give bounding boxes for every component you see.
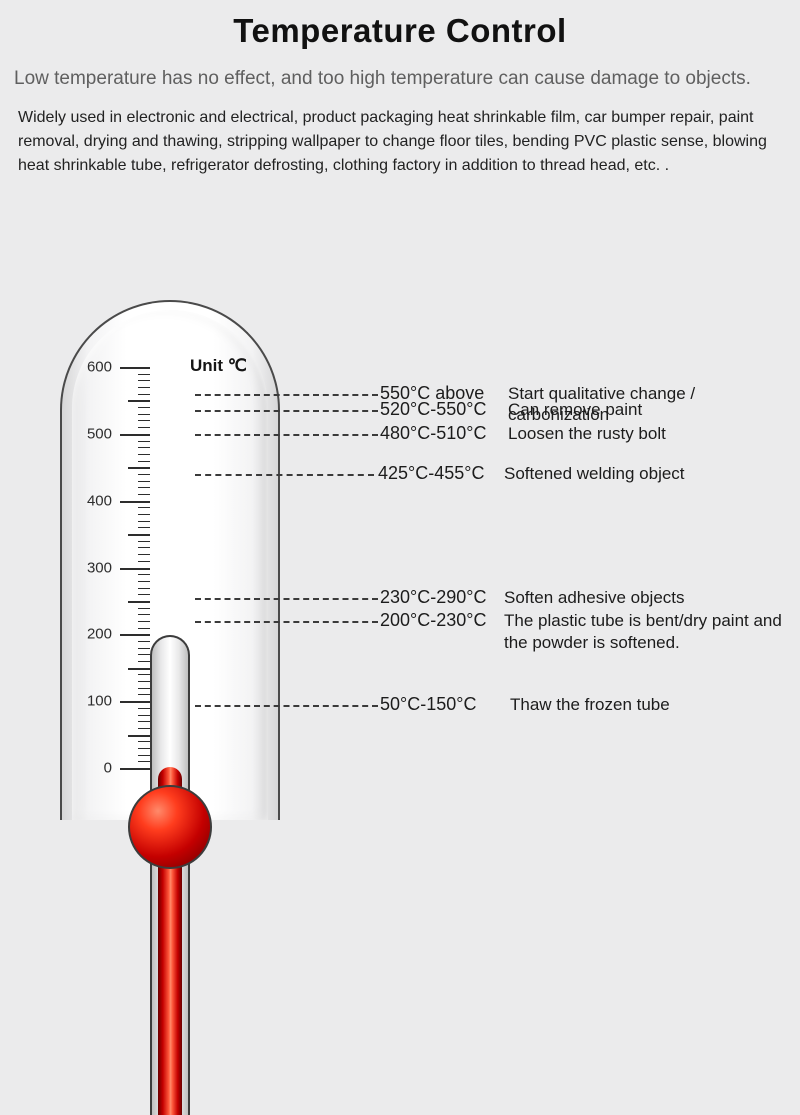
annotation-range: 230°C-290°C bbox=[380, 587, 486, 608]
scale-tick bbox=[138, 414, 150, 415]
scale-tick bbox=[138, 654, 150, 655]
scale-tick bbox=[138, 541, 150, 542]
scale-tick bbox=[138, 748, 150, 749]
scale-tick bbox=[138, 574, 150, 575]
scale-tick bbox=[138, 628, 150, 629]
scale-tick bbox=[138, 594, 150, 595]
temperature-figure: 0100200300400500600 Unit ℃ 550°C aboveSt… bbox=[0, 300, 800, 800]
scale-tick bbox=[138, 661, 150, 662]
scale-tick bbox=[120, 701, 150, 703]
scale-tick bbox=[128, 735, 150, 737]
scale-tick bbox=[120, 367, 150, 369]
annotation-description: The plastic tube is bent/dry paint and t… bbox=[504, 610, 794, 654]
annotation-leader bbox=[195, 410, 378, 412]
scale-tick bbox=[138, 648, 150, 649]
scale-tick bbox=[138, 394, 150, 395]
annotation-leader bbox=[195, 621, 378, 623]
annotation-description: Soften adhesive objects bbox=[504, 587, 685, 609]
scale-number: 100 bbox=[87, 693, 112, 710]
annotation-leader bbox=[195, 474, 374, 476]
scale-tick bbox=[138, 621, 150, 622]
scale-tick bbox=[128, 601, 150, 603]
page-subtitle: Low temperature has no effect, and too h… bbox=[0, 50, 800, 92]
scale-tick bbox=[138, 487, 150, 488]
scale-tick bbox=[138, 588, 150, 589]
scale-tick bbox=[138, 561, 150, 562]
scale-tick bbox=[138, 688, 150, 689]
scale-tick bbox=[138, 721, 150, 722]
scale-tick bbox=[138, 507, 150, 508]
scale-tick bbox=[138, 755, 150, 756]
scale-tick bbox=[138, 454, 150, 455]
scale-tick bbox=[138, 387, 150, 388]
scale-number: 300 bbox=[87, 559, 112, 576]
scale-tick bbox=[138, 521, 150, 522]
scale-tick bbox=[138, 481, 150, 482]
scale-tick bbox=[138, 474, 150, 475]
scale-tick bbox=[120, 768, 150, 770]
scale-tick bbox=[138, 581, 150, 582]
scale-tick bbox=[120, 434, 150, 436]
scale-tick bbox=[138, 761, 150, 762]
scale-number: 200 bbox=[87, 626, 112, 643]
scale-tick bbox=[128, 400, 150, 402]
annotation-range: 425°C-455°C bbox=[378, 463, 484, 484]
annotation-leader bbox=[195, 434, 378, 436]
scale-tick bbox=[138, 441, 150, 442]
scale-tick bbox=[138, 447, 150, 448]
scale-tick bbox=[138, 715, 150, 716]
scale-tick bbox=[138, 494, 150, 495]
scale-tick bbox=[128, 467, 150, 469]
annotation-leader bbox=[195, 598, 378, 600]
scale-tick bbox=[138, 527, 150, 528]
scale-tick bbox=[138, 554, 150, 555]
annotation-description: Softened welding object bbox=[504, 463, 685, 485]
annotation-range: 50°C-150°C bbox=[380, 694, 476, 715]
scale-tick bbox=[120, 501, 150, 503]
scale-tick bbox=[120, 634, 150, 636]
scale-tick bbox=[138, 608, 150, 609]
scale-tick bbox=[138, 728, 150, 729]
scale-tick bbox=[138, 374, 150, 375]
annotation-description: Loosen the rusty bolt bbox=[508, 423, 666, 445]
scale-tick bbox=[138, 681, 150, 682]
scale-number: 0 bbox=[104, 760, 112, 777]
scale-tick bbox=[138, 514, 150, 515]
scale-tick bbox=[138, 708, 150, 709]
annotation-description: Thaw the frozen tube bbox=[510, 694, 670, 716]
thermometer-tube bbox=[150, 635, 190, 1115]
unit-label: Unit ℃ bbox=[190, 356, 247, 376]
scale-tick bbox=[138, 420, 150, 421]
scale-tick bbox=[138, 674, 150, 675]
scale-tick bbox=[138, 641, 150, 642]
scale-tick bbox=[138, 461, 150, 462]
scale-number: 400 bbox=[87, 492, 112, 509]
scale-tick bbox=[138, 407, 150, 408]
scale-number: 500 bbox=[87, 425, 112, 442]
scale-tick bbox=[138, 741, 150, 742]
thermometer-scale: 0 100 200 300 400 500 600 bbox=[70, 335, 150, 815]
annotation-range: 480°C-510°C bbox=[380, 423, 486, 444]
scale-tick bbox=[138, 380, 150, 381]
scale-tick bbox=[120, 568, 150, 570]
annotation-description: Can remove paint bbox=[508, 399, 642, 421]
scale-number: 600 bbox=[87, 359, 112, 376]
scale-tick bbox=[128, 668, 150, 670]
scale-tick bbox=[138, 694, 150, 695]
page-body-text: Widely used in electronic and electrical… bbox=[0, 92, 800, 178]
page-title: Temperature Control bbox=[0, 0, 800, 50]
annotation-leader bbox=[195, 394, 378, 396]
annotation-range: 520°C-550°C bbox=[380, 399, 486, 420]
scale-tick bbox=[128, 534, 150, 536]
scale-tick bbox=[138, 547, 150, 548]
annotation-leader bbox=[195, 705, 378, 707]
annotation-range: 200°C-230°C bbox=[380, 610, 486, 631]
scale-tick bbox=[138, 614, 150, 615]
scale-tick bbox=[138, 427, 150, 428]
